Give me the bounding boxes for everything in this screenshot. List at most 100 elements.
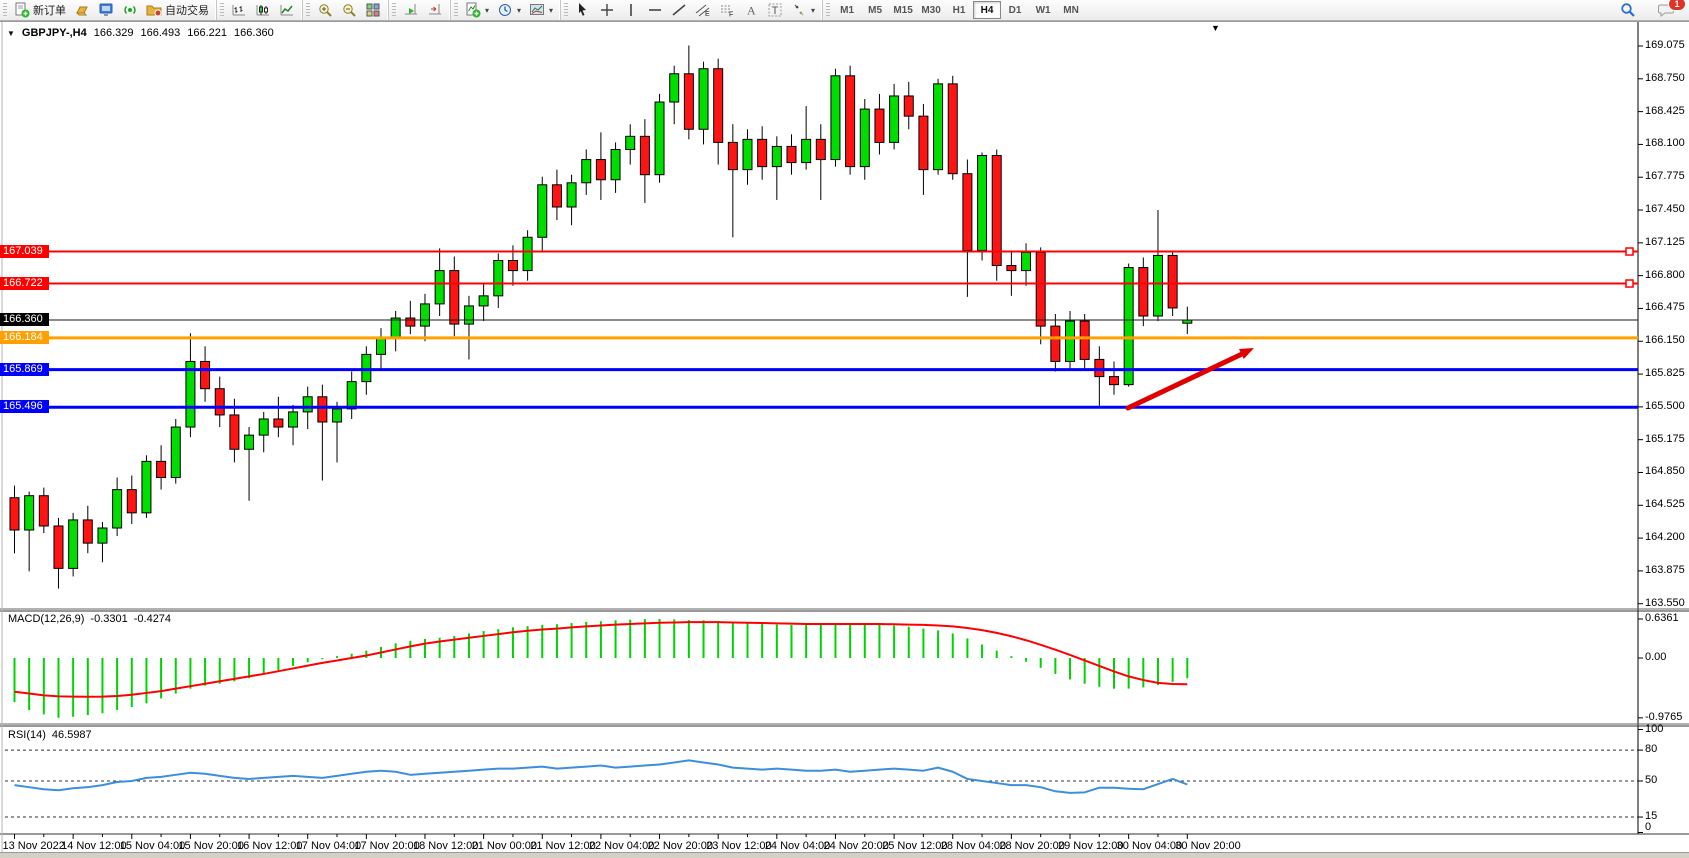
line-handle[interactable] bbox=[1625, 247, 1634, 256]
chart-canvas[interactable] bbox=[0, 22, 1689, 858]
macd-histogram-bar bbox=[790, 624, 793, 658]
templates-button[interactable]: ▾ bbox=[525, 0, 557, 20]
macd-histogram-bar bbox=[981, 644, 984, 658]
trend-arrow-head[interactable] bbox=[1239, 348, 1254, 359]
chevron-down-icon[interactable]: ▾ bbox=[811, 5, 816, 15]
timeframe-h4-button[interactable]: H4 bbox=[973, 1, 1002, 19]
line-handle[interactable] bbox=[7, 365, 16, 374]
macd-histogram-bar bbox=[599, 621, 602, 658]
rsi-line bbox=[14, 759, 1188, 794]
horizontal-line-icon bbox=[647, 2, 663, 18]
vertical-line-button[interactable] bbox=[619, 0, 643, 20]
chevron-down-icon[interactable]: ▾ bbox=[485, 5, 490, 15]
text-icon: A bbox=[743, 2, 759, 18]
timeframe-d1-button[interactable]: D1 bbox=[1008, 4, 1022, 16]
fibonacci-button[interactable]: F bbox=[715, 0, 739, 20]
svg-text:A: A bbox=[747, 4, 756, 18]
indicators-icon bbox=[465, 2, 481, 18]
candle-body bbox=[141, 460, 152, 514]
macd-histogram-bar bbox=[394, 643, 397, 658]
candle-body bbox=[933, 83, 944, 171]
candle-body bbox=[449, 270, 460, 325]
macd-histogram-bar bbox=[57, 658, 60, 718]
indicators-button[interactable]: ▾ bbox=[461, 0, 493, 20]
candle-body bbox=[581, 159, 592, 184]
signal-waves-button[interactable] bbox=[118, 0, 142, 20]
auto-scroll-button[interactable] bbox=[399, 0, 423, 20]
periods-button[interactable]: ▾ bbox=[493, 0, 525, 20]
equidistant-channel-button[interactable]: E bbox=[691, 0, 715, 20]
trendline-button[interactable] bbox=[667, 0, 691, 20]
macd-histogram-bar bbox=[1171, 658, 1174, 682]
candle-body bbox=[1109, 376, 1119, 386]
autotrading-folder-button[interactable]: 自动交易 bbox=[142, 0, 213, 20]
tile-windows-button[interactable] bbox=[361, 0, 385, 20]
candle-body bbox=[1079, 320, 1090, 360]
timeframe-h1-button[interactable]: H1 bbox=[952, 4, 966, 16]
timeframe-m30-button[interactable]: M30 bbox=[921, 4, 941, 16]
macd-histogram-bar bbox=[878, 624, 881, 658]
text-button[interactable]: A bbox=[739, 0, 763, 20]
zoom-in-button[interactable] bbox=[313, 0, 337, 20]
line-handle[interactable] bbox=[7, 333, 16, 343]
candle-body bbox=[698, 68, 709, 130]
macd-histogram-bar bbox=[306, 658, 309, 663]
line-handle[interactable] bbox=[7, 403, 16, 412]
gold-ingot-button[interactable] bbox=[70, 0, 94, 20]
timeframe-m5-button[interactable]: M5 bbox=[868, 4, 883, 16]
bar-chart-button[interactable] bbox=[227, 0, 251, 20]
candle-body bbox=[903, 95, 914, 117]
candle-body bbox=[522, 236, 533, 272]
horizontal-line-button[interactable] bbox=[643, 0, 667, 20]
candle-body bbox=[126, 489, 137, 514]
timeframe-m15-button[interactable]: M15 bbox=[893, 4, 913, 16]
zoom-out-button[interactable] bbox=[337, 0, 361, 20]
chevron-down-icon[interactable]: ▾ bbox=[517, 5, 522, 15]
timeframe-m1-button[interactable]: M1 bbox=[840, 4, 855, 16]
search-icon[interactable] bbox=[1616, 0, 1640, 20]
candle-body bbox=[845, 75, 856, 168]
macd-histogram-bar bbox=[1025, 658, 1028, 662]
auto-scroll-icon bbox=[403, 2, 419, 18]
cursor-button[interactable] bbox=[571, 0, 595, 20]
timeframe-mn-button[interactable]: MN bbox=[1063, 4, 1079, 16]
zoom-in-icon bbox=[317, 2, 333, 18]
line-handle[interactable] bbox=[1625, 279, 1634, 288]
chat-icon[interactable]: 1 bbox=[1654, 0, 1686, 20]
macd-histogram-bar bbox=[717, 621, 720, 658]
templates-icon bbox=[529, 2, 545, 18]
new-order-button[interactable]: 新订单 bbox=[10, 0, 70, 20]
macd-histogram-bar bbox=[1142, 658, 1145, 688]
cursor-icon bbox=[575, 2, 591, 18]
timeframe-w1-button[interactable]: W1 bbox=[1035, 4, 1051, 16]
line-chart-button[interactable] bbox=[275, 0, 299, 20]
chevron-down-icon[interactable]: ▾ bbox=[549, 5, 554, 15]
macd-histogram-bar bbox=[673, 619, 676, 658]
chart-shift-button[interactable] bbox=[423, 0, 447, 20]
chart-window[interactable]: ▼ GBPJPY-,H4 166.329 166.493 166.221 166… bbox=[0, 21, 1689, 858]
toolbar-grip bbox=[564, 3, 569, 17]
crosshair-button[interactable] bbox=[595, 0, 619, 20]
macd-histogram-bar bbox=[687, 619, 690, 658]
text-label-button[interactable]: T bbox=[763, 0, 787, 20]
candlestick-chart-button[interactable] bbox=[251, 0, 275, 20]
chart-background[interactable] bbox=[0, 22, 1689, 858]
macd-histogram-bar bbox=[174, 658, 177, 694]
candle-body bbox=[713, 68, 724, 143]
trend-arrow[interactable] bbox=[1125, 351, 1245, 411]
candle-body bbox=[53, 525, 64, 569]
candle-body bbox=[317, 396, 328, 423]
toolbar-grip bbox=[454, 3, 458, 17]
macd-histogram-bar bbox=[1113, 658, 1115, 689]
macd-histogram-bar bbox=[160, 658, 163, 699]
candle-body bbox=[288, 411, 299, 428]
fibonacci-icon: F bbox=[719, 2, 735, 18]
arrows-button[interactable]: ▾ bbox=[787, 0, 819, 20]
macd-histogram-bar bbox=[42, 658, 45, 715]
macd-histogram-bar bbox=[922, 628, 925, 658]
new-order-label: 新订单 bbox=[33, 5, 66, 17]
candle-body bbox=[1167, 254, 1178, 309]
macd-histogram-bar bbox=[585, 621, 588, 658]
candle-body bbox=[185, 360, 196, 428]
blue-monitor-button[interactable] bbox=[94, 0, 118, 20]
